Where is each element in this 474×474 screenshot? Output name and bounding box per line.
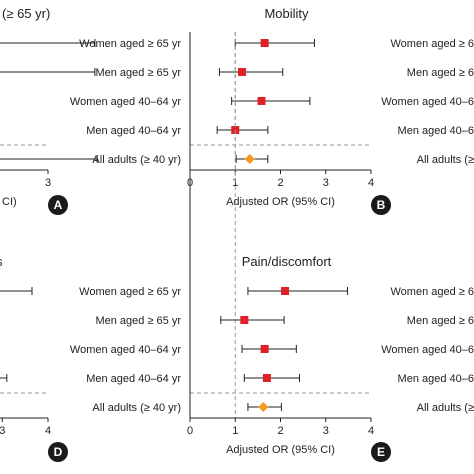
panel-B-badge-letter: B (377, 198, 386, 212)
row-label: Women aged 40–6 (381, 344, 474, 356)
row-label: Men aged ≥ 6 (407, 315, 474, 327)
row-label: Men aged ≥ 65 yr (95, 315, 181, 327)
panel-A-title: (≥ 65 yr) (2, 6, 50, 21)
x-tick-label: 3 (45, 177, 51, 189)
x-tick-label: 4 (368, 425, 374, 437)
row-label: Women aged ≥ 6 (391, 286, 474, 298)
row-label: Men aged ≥ 6 (407, 67, 474, 79)
panel-B-title: Mobility (264, 6, 309, 21)
overall-estimate-diamond (258, 402, 269, 412)
row-label: All adults (≥ 40 yr) (92, 402, 181, 414)
or-point-marker (260, 345, 269, 353)
panel-D-badge-letter: D (54, 445, 63, 459)
panel-B-xlabel: Adjusted OR (95% CI) (226, 196, 335, 208)
or-point-marker (262, 374, 271, 382)
row-label: All adults (≥ (417, 154, 474, 166)
row-label: Women aged ≥ 65 yr (79, 38, 181, 50)
x-tick-label: 2 (277, 177, 283, 189)
panel-E-badge (371, 442, 391, 462)
row-label: All adults (≥ (417, 402, 474, 414)
x-tick-label: 3 (323, 425, 329, 437)
row-label: All adults (≥ 40 yr) (92, 154, 181, 166)
panel-E-title: Pain/discomfort (242, 254, 332, 269)
panel-E-badge-letter: E (377, 445, 385, 459)
or-point-marker (281, 287, 290, 295)
panel-D-badge (48, 442, 68, 462)
panel-B-badge (371, 195, 391, 215)
overall-estimate-diamond (244, 154, 255, 164)
x-tick-label: 1 (232, 425, 238, 437)
x-tick-label: 3 (0, 425, 5, 437)
row-label: Women aged 40–64 yr (70, 344, 181, 356)
row-label: Men aged 40–64 yr (86, 373, 181, 385)
or-point-marker (240, 316, 249, 324)
row-label: Men aged 40–64 yr (86, 125, 181, 137)
row-label: Women aged 40–6 (381, 96, 474, 108)
x-tick-label: 4 (45, 425, 51, 437)
row-label: Women aged ≥ 65 yr (79, 286, 181, 298)
row-label: Men aged 40–6 (398, 125, 474, 137)
x-tick-label: 2 (277, 425, 283, 437)
panel-A-xlabel: CI) (2, 196, 17, 208)
row-label: Women aged 40–64 yr (70, 96, 181, 108)
or-point-marker (257, 97, 266, 105)
panel-A-badge-letter: A (54, 198, 63, 212)
panel-D-title: s (0, 254, 3, 269)
or-point-marker (238, 68, 247, 76)
x-tick-label: 0 (187, 425, 193, 437)
x-tick-label: 4 (368, 177, 374, 189)
panel-A-badge (48, 195, 68, 215)
x-tick-label: 3 (323, 177, 329, 189)
row-label: Men aged ≥ 65 yr (95, 67, 181, 79)
panel-E-xlabel: Adjusted OR (95% CI) (226, 444, 335, 456)
row-label: Women aged ≥ 6 (391, 38, 474, 50)
or-point-marker (260, 39, 269, 47)
row-label: Men aged 40–6 (398, 373, 474, 385)
